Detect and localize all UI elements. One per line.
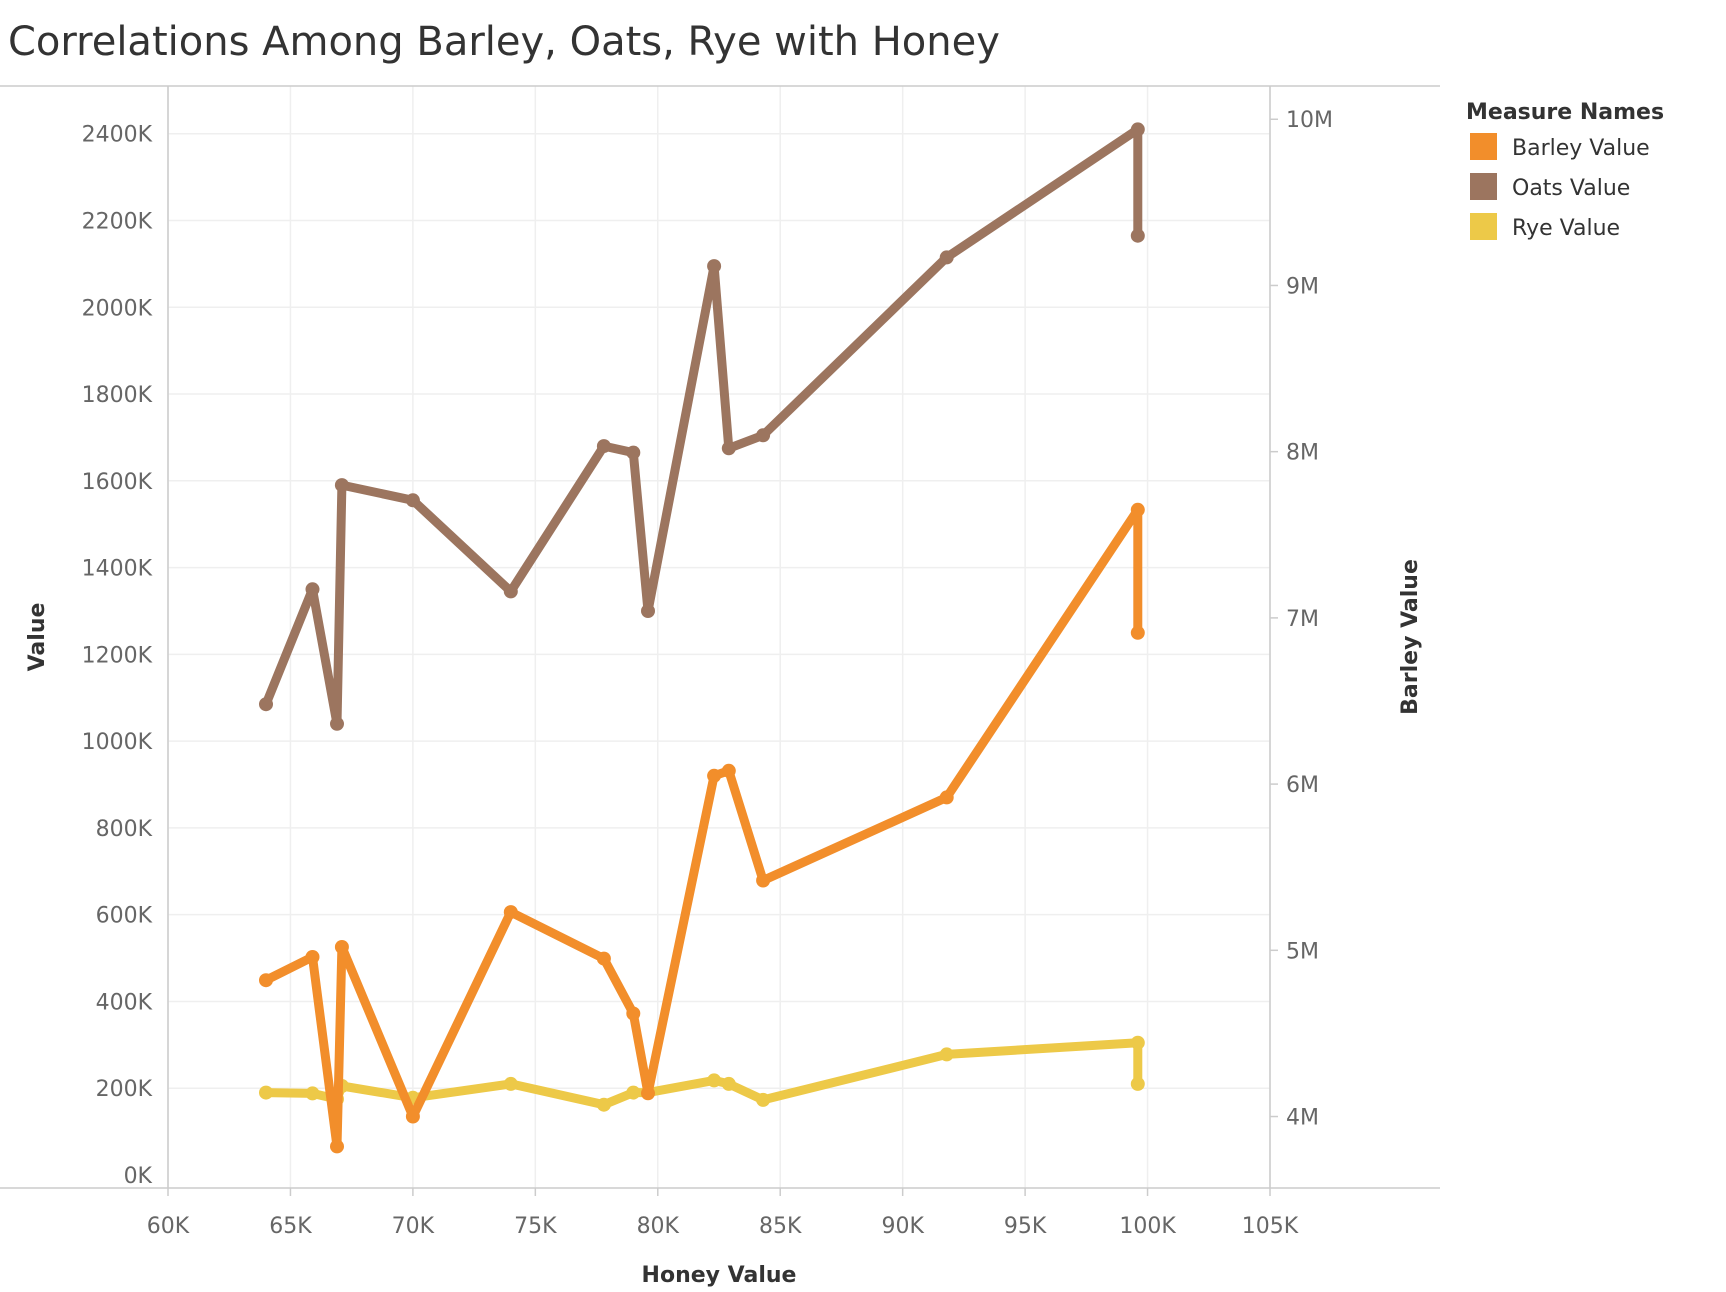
rye-value-point[interactable] bbox=[259, 1085, 273, 1100]
y-tick-label: 200K bbox=[96, 1077, 153, 1102]
x-tick-label: 80K bbox=[637, 1214, 680, 1239]
rye-value-point[interactable] bbox=[305, 1086, 320, 1101]
x-tick-label: 85K bbox=[759, 1214, 802, 1239]
y-tick-label: 400K bbox=[96, 990, 153, 1015]
barley-value-point[interactable] bbox=[641, 1086, 655, 1101]
barley-value-point[interactable] bbox=[596, 951, 611, 966]
barley-value-point[interactable] bbox=[721, 763, 736, 778]
rye-value-point[interactable] bbox=[626, 1085, 641, 1100]
oats-value-point[interactable] bbox=[626, 445, 641, 460]
oats-value-point[interactable] bbox=[1130, 228, 1145, 243]
barley-value-point[interactable] bbox=[626, 1006, 641, 1021]
y-right-tick-label: 7M bbox=[1286, 607, 1319, 632]
oats-value-point[interactable] bbox=[330, 716, 344, 731]
barley-value-point[interactable] bbox=[1130, 625, 1145, 640]
y-tick-label: 1400K bbox=[82, 557, 153, 582]
y-axis-title: Value bbox=[25, 603, 50, 672]
legend-label: Rye Value bbox=[1512, 216, 1620, 241]
y-tick-label: 1000K bbox=[82, 730, 153, 755]
legend-swatch bbox=[1470, 133, 1497, 160]
y-tick-label: 600K bbox=[96, 904, 153, 929]
rye-value-point[interactable] bbox=[939, 1047, 954, 1062]
barley-value-point[interactable] bbox=[939, 790, 954, 805]
rye-value-point[interactable] bbox=[1130, 1035, 1145, 1050]
legend-title: Measure Names bbox=[1466, 100, 1664, 125]
y-right-tick-label: 9M bbox=[1286, 274, 1319, 299]
rye-value-point[interactable] bbox=[596, 1097, 611, 1112]
y-tick-label: 2200K bbox=[82, 209, 153, 234]
rye-value-point[interactable] bbox=[707, 1073, 722, 1088]
legend-label: Barley Value bbox=[1512, 136, 1650, 161]
rye-value-point[interactable] bbox=[1130, 1076, 1145, 1091]
x-tick-label: 100K bbox=[1119, 1214, 1176, 1239]
barley-value-point[interactable] bbox=[405, 1109, 420, 1124]
y-tick-label: 2000K bbox=[82, 296, 153, 321]
chart-title: Correlations Among Barley, Oats, Rye wit… bbox=[8, 19, 1000, 65]
x-tick-label: 60K bbox=[147, 1214, 190, 1239]
oats-value-point[interactable] bbox=[503, 584, 518, 599]
legend: Measure Names Barley Value Oats Value Rye … bbox=[1466, 100, 1664, 241]
oats-value-line bbox=[261, 124, 1143, 729]
y-right-tick-label: 5M bbox=[1286, 939, 1319, 964]
x-axis-ticks: 60K 65K 70K 75K 80K 85K 90K 95K 100K 105K bbox=[147, 1188, 1299, 1239]
y-tick-label: 1200K bbox=[82, 643, 153, 668]
barley-value-point[interactable] bbox=[503, 905, 518, 920]
oats-value-point[interactable] bbox=[405, 493, 420, 508]
oats-value-point[interactable] bbox=[334, 478, 349, 493]
y-axis-right-ticks: 4M 5M 6M 7M 8M 9M 10M bbox=[1270, 108, 1333, 1131]
x-tick-label: 95K bbox=[1004, 1214, 1047, 1239]
barley-value-point[interactable] bbox=[707, 768, 722, 783]
oats-value-point[interactable] bbox=[305, 582, 320, 597]
rye-value-point[interactable] bbox=[756, 1092, 771, 1107]
barley-value-point[interactable] bbox=[756, 873, 771, 888]
y-right-tick-label: 4M bbox=[1286, 1106, 1319, 1131]
legend-swatch bbox=[1470, 173, 1497, 200]
y-tick-label: 1600K bbox=[82, 470, 153, 495]
legend-swatch bbox=[1470, 213, 1497, 240]
series-layer bbox=[259, 122, 1145, 1154]
oats-value-point[interactable] bbox=[641, 604, 655, 618]
legend-item-rye-value[interactable]: Rye Value bbox=[1470, 213, 1620, 241]
x-axis-title: Honey Value bbox=[642, 1263, 797, 1288]
y-tick-label: 0K bbox=[124, 1164, 153, 1189]
oats-value-point[interactable] bbox=[721, 441, 736, 456]
oats-value-point[interactable] bbox=[707, 259, 722, 274]
y-right-tick-label: 6M bbox=[1286, 773, 1319, 798]
y-right-tick-label: 10M bbox=[1286, 108, 1333, 133]
oats-value-point[interactable] bbox=[756, 428, 771, 443]
oats-value-point[interactable] bbox=[1130, 122, 1145, 137]
x-tick-label: 90K bbox=[881, 1214, 924, 1239]
rye-value-point[interactable] bbox=[503, 1076, 518, 1091]
oats-value-series bbox=[259, 122, 1145, 731]
x-tick-label: 75K bbox=[514, 1214, 557, 1239]
barley-value-point[interactable] bbox=[330, 1139, 344, 1154]
legend-item-oats-value[interactable]: Oats Value bbox=[1470, 173, 1630, 201]
y-axis-ticks: 0K 200K 400K 600K 800K 1000K 1200K 1400K 1600K 18… bbox=[82, 123, 153, 1189]
y-axis-right-title: Barley Value bbox=[1398, 559, 1423, 715]
gridlines bbox=[167, 86, 1271, 1188]
x-tick-label: 105K bbox=[1242, 1214, 1299, 1239]
y-tick-label: 1800K bbox=[82, 383, 153, 408]
legend-item-barley-value[interactable]: Barley Value bbox=[1470, 133, 1650, 161]
legend-label: Oats Value bbox=[1512, 176, 1630, 201]
barley-value-point[interactable] bbox=[305, 950, 320, 964]
y-tick-label: 2400K bbox=[82, 123, 153, 148]
barley-value-point[interactable] bbox=[1130, 502, 1145, 517]
oats-value-point[interactable] bbox=[596, 439, 611, 454]
y-tick-label: 800K bbox=[96, 817, 153, 842]
barley-value-point[interactable] bbox=[259, 973, 273, 988]
oats-value-point[interactable] bbox=[939, 250, 954, 265]
y-right-tick-label: 8M bbox=[1286, 441, 1319, 466]
x-tick-label: 65K bbox=[269, 1214, 312, 1239]
x-tick-label: 70K bbox=[392, 1214, 435, 1239]
barley-value-point[interactable] bbox=[334, 940, 349, 954]
barley-value-series bbox=[259, 502, 1145, 1154]
rye-value-point[interactable] bbox=[721, 1076, 736, 1091]
oats-value-point[interactable] bbox=[259, 697, 273, 712]
